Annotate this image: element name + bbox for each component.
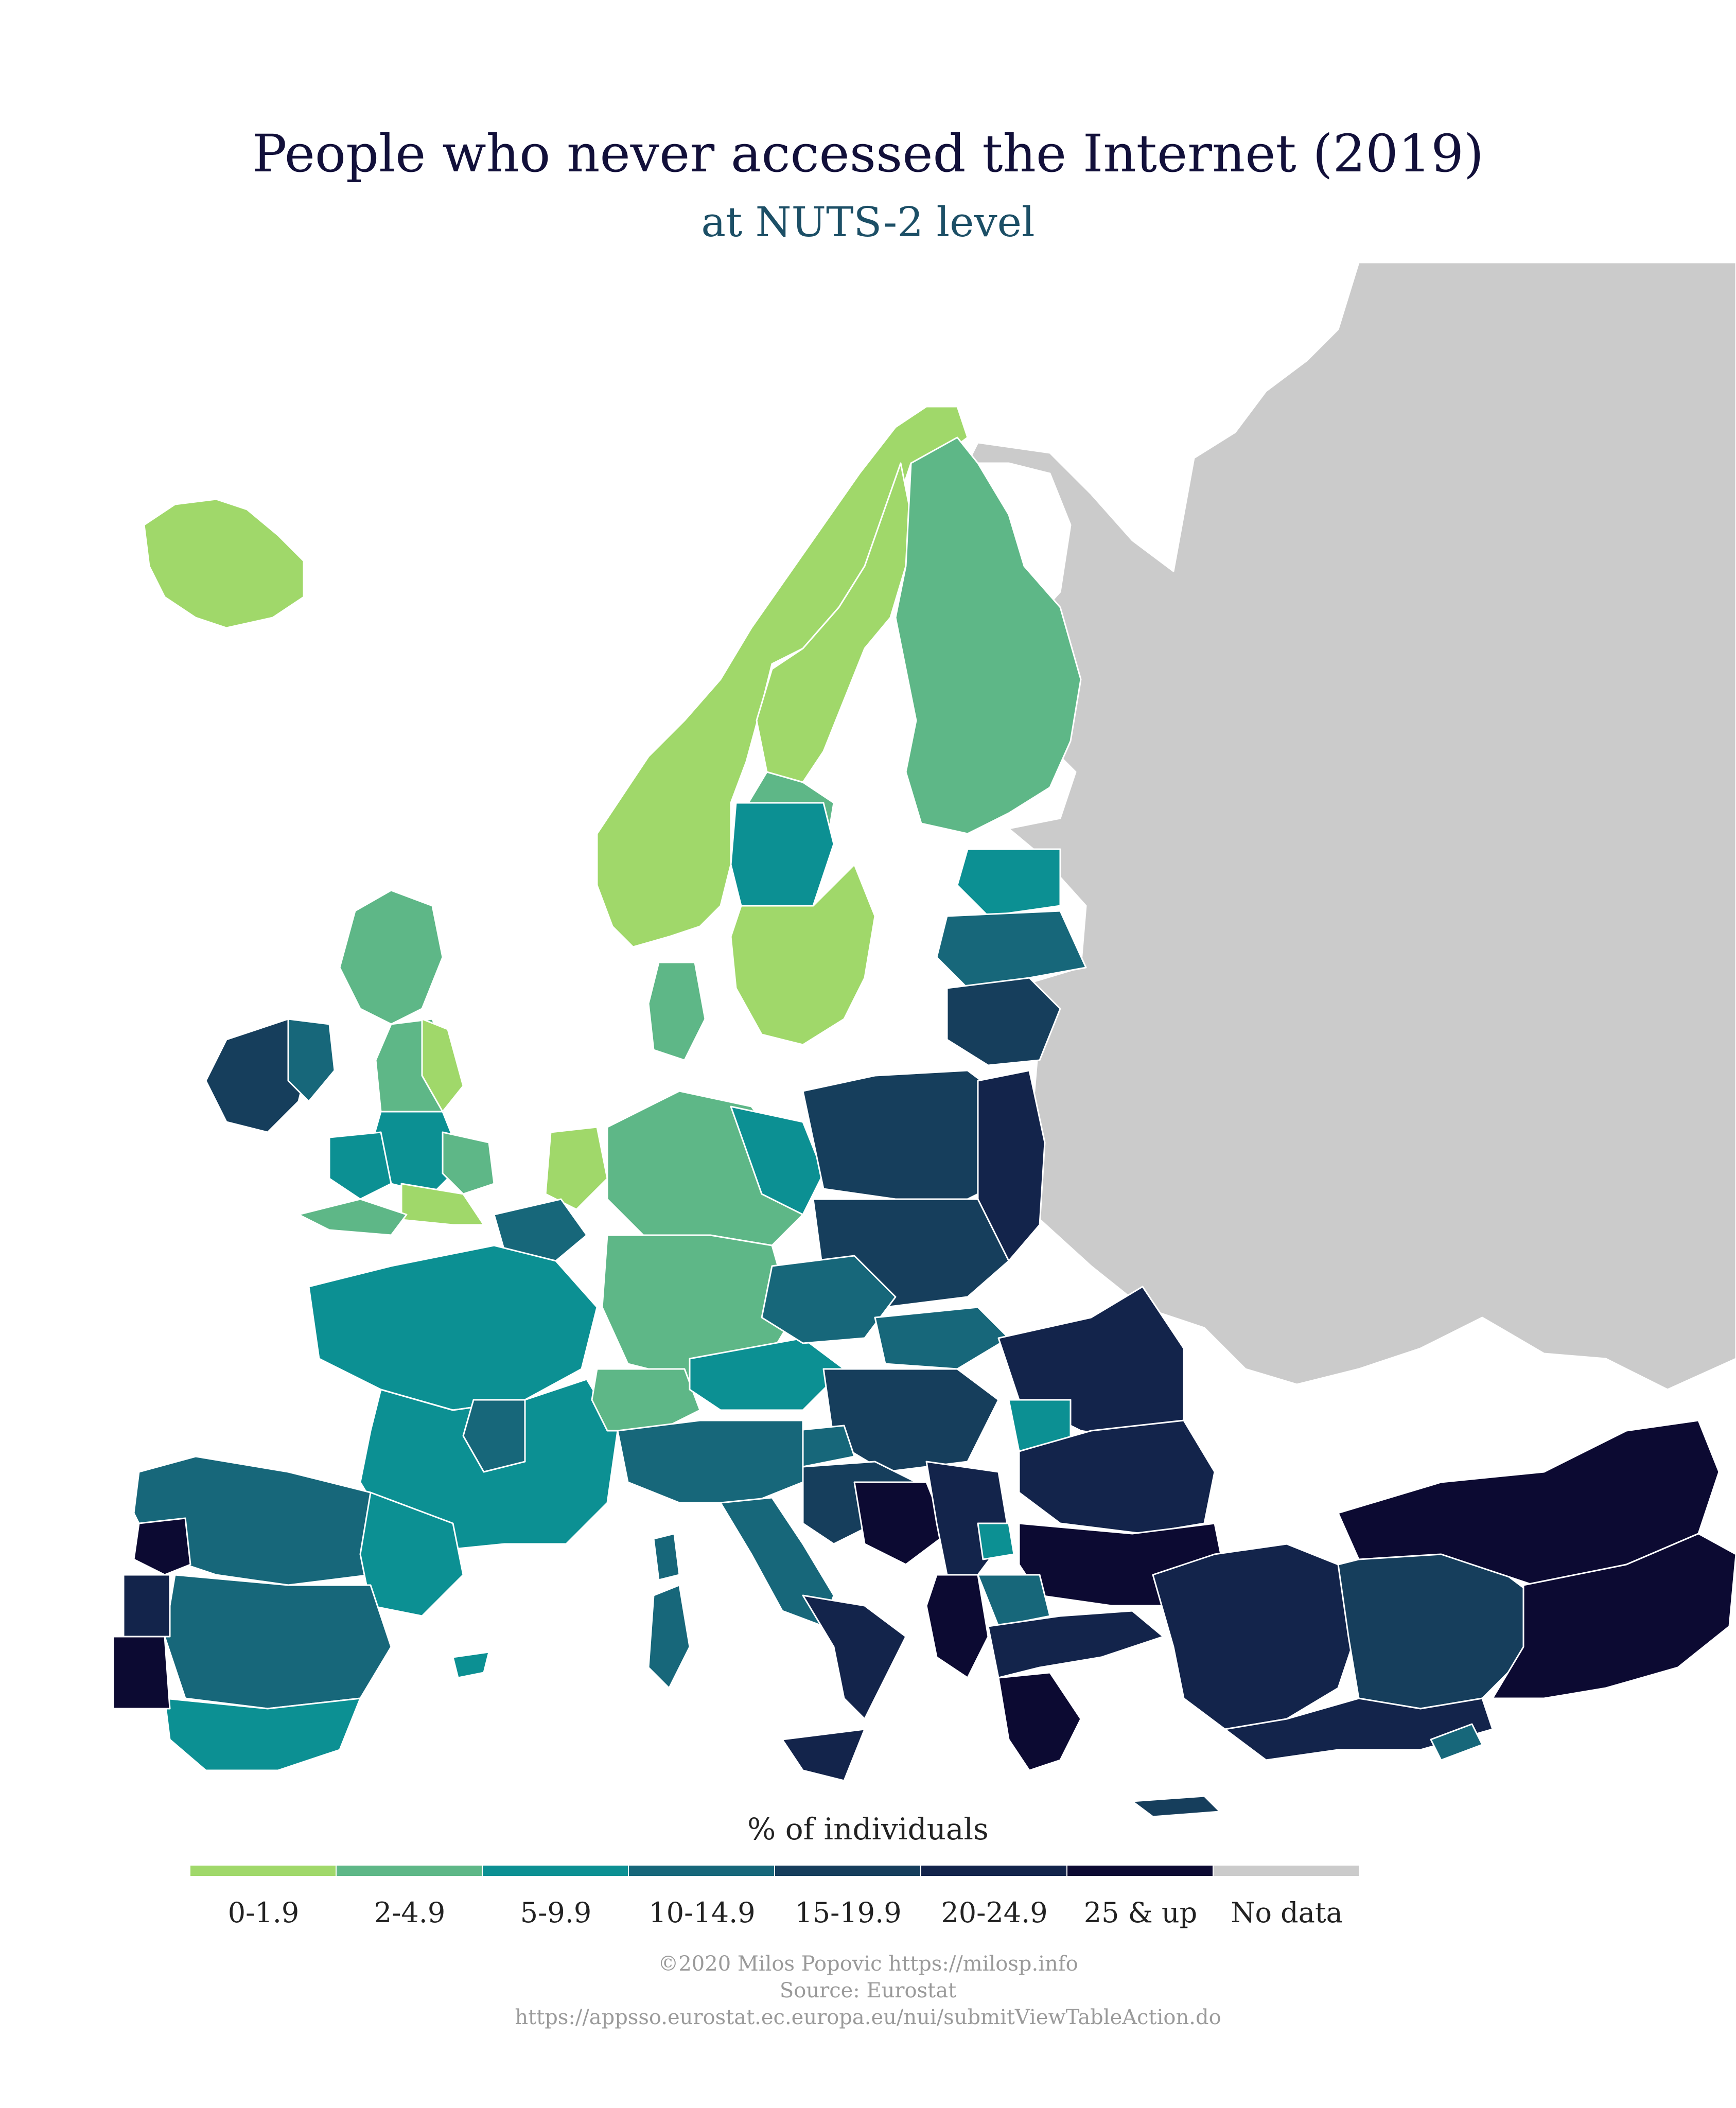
region-east-england (442, 1131, 495, 1195)
legend-title: % of individuals (747, 1812, 989, 1847)
region-sicily (781, 1728, 866, 1782)
legend-swatch (629, 1866, 774, 1876)
legend-swatch (775, 1866, 920, 1876)
region-portugal-south (112, 1636, 171, 1710)
legend-label: No data (1231, 1896, 1343, 1929)
region-spain-north-east (359, 1491, 464, 1617)
legend-item-20-24.9: 20-24.9 (921, 1866, 1067, 1969)
credits-url: https://appsso.eurostat.ec.europa.eu/nui… (515, 2006, 1221, 2029)
region-poland-east (977, 1069, 1046, 1262)
region-belgium (493, 1198, 588, 1262)
region-crete (1131, 1795, 1221, 1818)
legend-label: 10-14.9 (648, 1896, 756, 1929)
legend-label: 15-19.9 (795, 1896, 902, 1929)
legend: 0-1.9 2-4.9 5-9.9 10-14.9 15-19.9 20-24.… (190, 1866, 1361, 1969)
legend-swatch (921, 1866, 1066, 1876)
region-italy-south (802, 1594, 907, 1720)
legend-swatch (1214, 1866, 1359, 1876)
map-subtitle: at NUTS-2 level (701, 198, 1035, 246)
region-france-limousin (462, 1399, 526, 1473)
region-turkey-south (1224, 1697, 1494, 1761)
region-north-macedonia (977, 1574, 1051, 1627)
region-turkey-black-sea (1337, 1419, 1720, 1586)
legend-label: 5-9.9 (520, 1896, 592, 1929)
region-cyprus (1430, 1723, 1483, 1761)
region-sweden-stockholm-area (730, 802, 835, 917)
legend-item-2-4.9: 2-4.9 (337, 1866, 483, 1969)
legend-item-0-1.9: 0-1.9 (190, 1866, 337, 1969)
region-germany-east (730, 1105, 825, 1216)
region-romania-south (1018, 1419, 1216, 1535)
legend-swatch (190, 1866, 336, 1876)
region-spain-central (164, 1574, 392, 1710)
region-scotland (339, 889, 444, 1025)
legend-item-15-19.9: 15-19.9 (775, 1866, 921, 1969)
region-greece-central (997, 1672, 1082, 1771)
legend-item-25-up: 25 & up (1067, 1866, 1214, 1969)
region-iceland (143, 498, 305, 629)
region-wales (328, 1131, 392, 1200)
region-ireland-east (287, 1018, 336, 1102)
region-estonia (956, 848, 1061, 917)
region-corsica (653, 1533, 680, 1581)
region-sardinia (647, 1584, 691, 1689)
region-yorkshire (421, 1018, 464, 1113)
region-no-data-east (967, 261, 1736, 1391)
region-italy-north (617, 1419, 804, 1504)
region-lithuania (946, 977, 1061, 1066)
legend-swatch (337, 1866, 482, 1876)
legend-item-no-data: No data (1214, 1866, 1360, 1969)
region-finland (895, 436, 1082, 835)
region-kosovo (977, 1522, 1015, 1560)
map-title: People who never accessed the Internet (… (252, 124, 1484, 184)
region-turkey-west (1152, 1543, 1360, 1730)
credits-source: Source: Eurostat (779, 1979, 957, 2002)
region-turkey-east (1492, 1533, 1736, 1699)
region-portugal-centre (122, 1574, 171, 1638)
legend-label: 2-4.9 (374, 1896, 446, 1929)
credits-author: ©2020 Milos Popovic https://milosp.info (658, 1952, 1078, 1976)
credits: ©2020 Milos Popovic https://milosp.info … (0, 1951, 1736, 2031)
legend-label: 20-24.9 (941, 1896, 1048, 1929)
legend-swatch (483, 1866, 628, 1876)
legend-swatch (1067, 1866, 1213, 1876)
region-greece-north (987, 1610, 1164, 1679)
legend-item-5-9.9: 5-9.9 (483, 1866, 629, 1969)
legend-label: 25 & up (1083, 1896, 1198, 1929)
legend-label: 0-1.9 (227, 1896, 300, 1929)
region-bosnia (853, 1481, 948, 1566)
region-switzerland (591, 1368, 701, 1432)
region-south-west-england (297, 1198, 408, 1236)
region-balearic (452, 1651, 490, 1679)
region-albania (925, 1574, 989, 1679)
region-spain-south (164, 1697, 361, 1771)
region-netherlands (545, 1126, 608, 1210)
legend-item-10-14.9: 10-14.9 (629, 1866, 775, 1969)
region-czechia (761, 1255, 897, 1344)
region-slovakia (874, 1306, 1010, 1370)
region-france-north (308, 1244, 598, 1411)
region-sweden-south (730, 864, 876, 1046)
region-denmark (647, 961, 706, 1061)
region-portugal-north (133, 1517, 191, 1576)
